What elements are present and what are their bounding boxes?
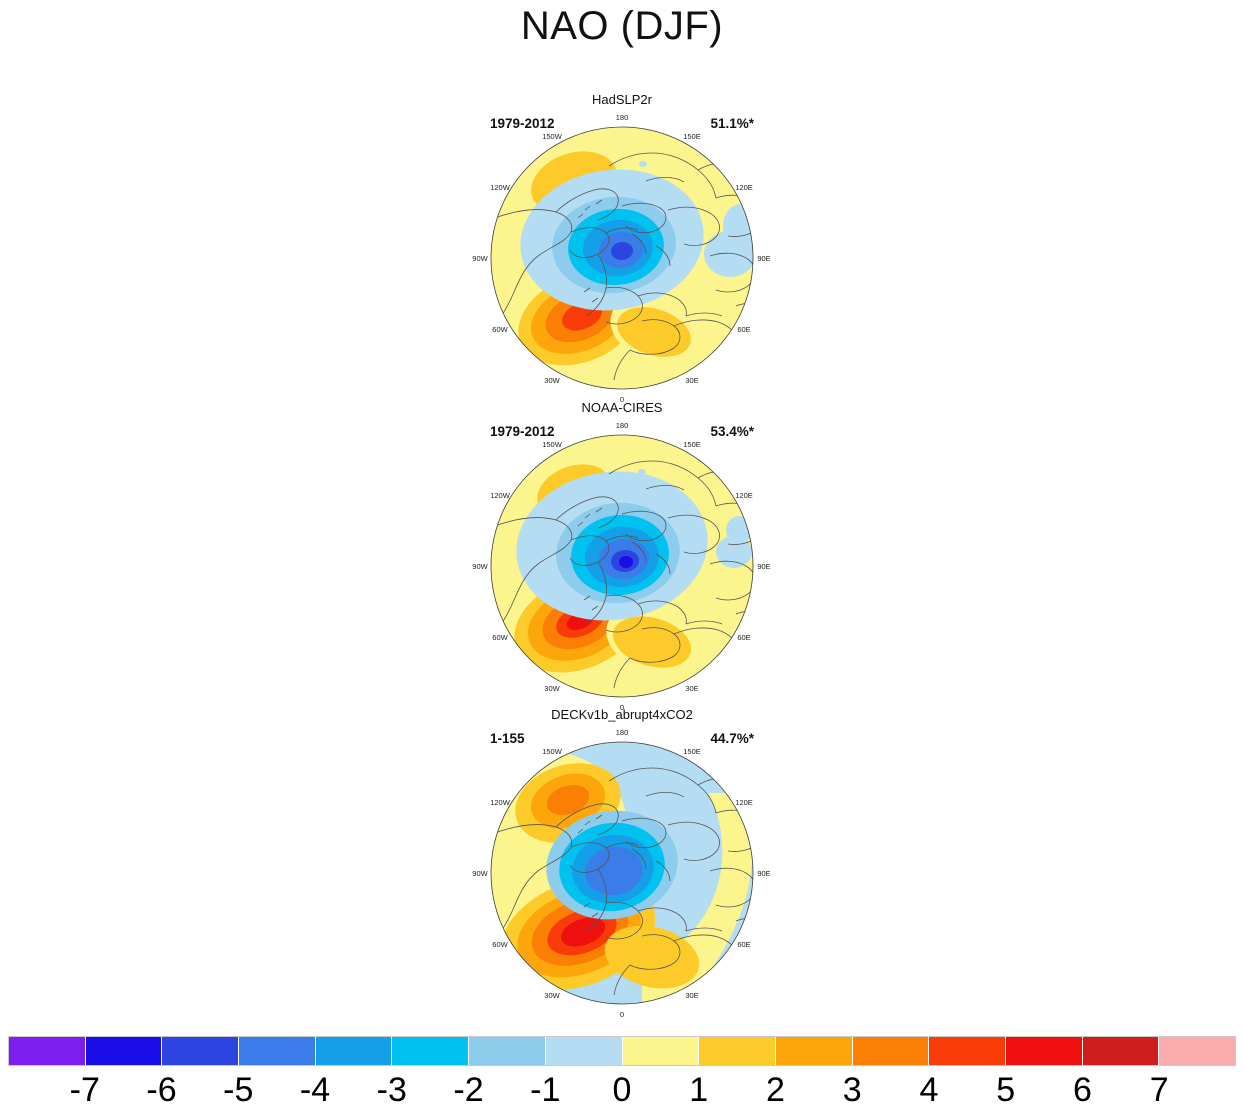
colorbar-swatch-9: [699, 1037, 776, 1065]
lon-label-60w: 60W: [492, 633, 508, 642]
lon-label-0: 0: [620, 703, 624, 712]
lon-label-150e: 150E: [683, 132, 701, 141]
colorbar-swatch-10: [775, 1037, 853, 1065]
colorbar-swatch-0: [9, 1037, 86, 1065]
colorbar-swatch-14: [1082, 1037, 1160, 1065]
colorbar-tick-1: 1: [689, 1071, 709, 1109]
lon-label-90e: 90E: [757, 562, 770, 571]
lon-label-0: 0: [620, 395, 624, 404]
colorbar-tick-3: 3: [842, 1071, 862, 1109]
panel-noaa-cires: NOAA-CIRES 1979-2012 53.4%*: [0, 400, 1244, 712]
panel-title: NOAA-CIRES: [581, 400, 663, 415]
contour-field: [491, 742, 753, 1004]
colorbar-tick--5: -5: [223, 1071, 254, 1109]
map-rim: [490, 434, 754, 698]
colorbar-swatch-11: [852, 1037, 930, 1065]
panel-title: HadSLP2r: [592, 92, 652, 107]
colorbar-tick-labels: -7 -6 -5 -4 -3 -2 -1 0 1 2 3 4 5 6 7: [8, 1068, 1236, 1114]
colorbar-swatch-1: [85, 1037, 163, 1065]
lon-label-30w: 30W: [544, 376, 560, 385]
colorbar-tick--1: -1: [530, 1071, 561, 1109]
colorbar[interactable]: [8, 1036, 1236, 1066]
lon-label-30e: 30E: [685, 684, 698, 693]
lon-label-150e: 150E: [683, 747, 701, 756]
lon-label-120w: 120W: [490, 491, 511, 500]
colorbar-tick--6: -6: [146, 1071, 177, 1109]
colorbar-tick--4: -4: [299, 1071, 331, 1109]
lon-label-150w: 150W: [542, 747, 563, 756]
colorbar-tick--3: -3: [376, 1071, 407, 1109]
panel-period: 1979-2012: [490, 424, 555, 439]
colorbar-swatch-4: [315, 1037, 393, 1065]
panel-variance: 53.4%*: [710, 424, 754, 439]
colorbar-tick-4: 4: [919, 1071, 939, 1109]
colorbar-tick--7: -7: [69, 1071, 100, 1109]
lon-label-90e: 90E: [757, 869, 770, 878]
map-noaa-cires[interactable]: 180 150W 120W 90W 60W 30W 0 30E 60E 90E …: [446, 414, 798, 712]
lon-label-30w: 30W: [544, 684, 560, 693]
lon-label-180: 180: [616, 421, 629, 430]
longitude-labels: 180 150W 120W 90W 60W 30W 0 30E 60E 90E …: [472, 421, 770, 712]
lon-label-90w: 90W: [472, 254, 488, 263]
lon-label-150w: 150W: [542, 132, 563, 141]
colorbar-swatch-12: [929, 1037, 1006, 1065]
longitude-labels: 180 150W 120W 90W 60W 30W 0 30E 60E 90E …: [472, 113, 770, 404]
colorbar-swatch-8: [622, 1037, 700, 1065]
colorbar-swatch-7: [545, 1037, 623, 1065]
lon-label-60e: 60E: [737, 633, 750, 642]
colorbar-tick-6: 6: [1073, 1071, 1092, 1109]
contour-field: [491, 435, 753, 697]
figure-title: NAO (DJF): [520, 4, 724, 48]
colorbar-swatch-2: [162, 1037, 240, 1065]
colorbar-tick-2: 2: [766, 1071, 785, 1109]
lon-label-120e: 120E: [735, 798, 753, 807]
lon-label-90w: 90W: [472, 869, 488, 878]
lon-label-180: 180: [616, 113, 629, 122]
colorbar-tick-7: 7: [1149, 1071, 1169, 1109]
colorbar-tick--2: -2: [453, 1071, 484, 1109]
lon-label-120w: 120W: [490, 798, 511, 807]
map-hadslp2r[interactable]: 180 150W 120W 90W 60W 30W 0 30E 60E 90E …: [446, 106, 798, 404]
lon-label-60w: 60W: [492, 325, 508, 334]
panel-hadslp2r: HadSLP2r 1979-2012 51.1%*: [0, 92, 1244, 404]
lon-label-150e: 150E: [683, 440, 701, 449]
lon-label-30e: 30E: [685, 376, 698, 385]
lon-label-60e: 60E: [737, 940, 750, 949]
colorbar-swatch-13: [1005, 1037, 1083, 1065]
polar-map-svg: 180 150W 120W 90W 60W 30W 0 30E 60E 90E …: [472, 113, 770, 404]
lon-label-120e: 120E: [735, 183, 753, 192]
contour-field: [491, 127, 753, 389]
lon-label-180: 180: [616, 728, 629, 737]
lon-label-90w: 90W: [472, 562, 488, 571]
panel-title: DECKv1b_abrupt4xCO2: [551, 707, 693, 722]
longitude-labels: 180 150W 120W 90W 60W 30W 0 30E 60E 90E …: [472, 728, 770, 1019]
map-rim: [490, 741, 754, 1005]
panel-period: 1979-2012: [490, 116, 555, 131]
lon-label-30w: 30W: [544, 991, 560, 1000]
lon-label-60w: 60W: [492, 940, 508, 949]
polar-map-svg: 180 150W 120W 90W 60W 30W 0 30E 60E 90E …: [472, 421, 770, 712]
lon-label-30e: 30E: [685, 991, 698, 1000]
panel-variance: 51.1%*: [710, 116, 754, 131]
colorbar-tick-0: 0: [612, 1071, 632, 1109]
colorbar-tick-5: 5: [996, 1071, 1016, 1109]
lon-label-0: 0: [620, 1010, 624, 1019]
colorbar-swatch-6: [469, 1037, 546, 1065]
panel-variance: 44.7%*: [710, 731, 754, 746]
map-deckv1b-abrupt4xco2[interactable]: 180 150W 120W 90W 60W 30W 0 30E 60E 90E …: [446, 721, 798, 1019]
lon-label-150w: 150W: [542, 440, 563, 449]
polar-map-svg: 180 150W 120W 90W 60W 30W 0 30E 60E 90E …: [472, 728, 770, 1019]
colorbar-swatch-5: [392, 1037, 470, 1065]
lon-label-120w: 120W: [490, 183, 511, 192]
panel-period: 1-155: [490, 731, 525, 746]
panel-deckv1b-abrupt4xco2: DECKv1b_abrupt4xCO2 1-155 44.7%*: [0, 707, 1244, 1019]
lon-label-120e: 120E: [735, 491, 753, 500]
colorbar-swatch-3: [239, 1037, 316, 1065]
lon-label-90e: 90E: [757, 254, 770, 263]
colorbar-swatch-15: [1159, 1037, 1235, 1065]
lon-label-60e: 60E: [737, 325, 750, 334]
graticule: [490, 126, 754, 390]
